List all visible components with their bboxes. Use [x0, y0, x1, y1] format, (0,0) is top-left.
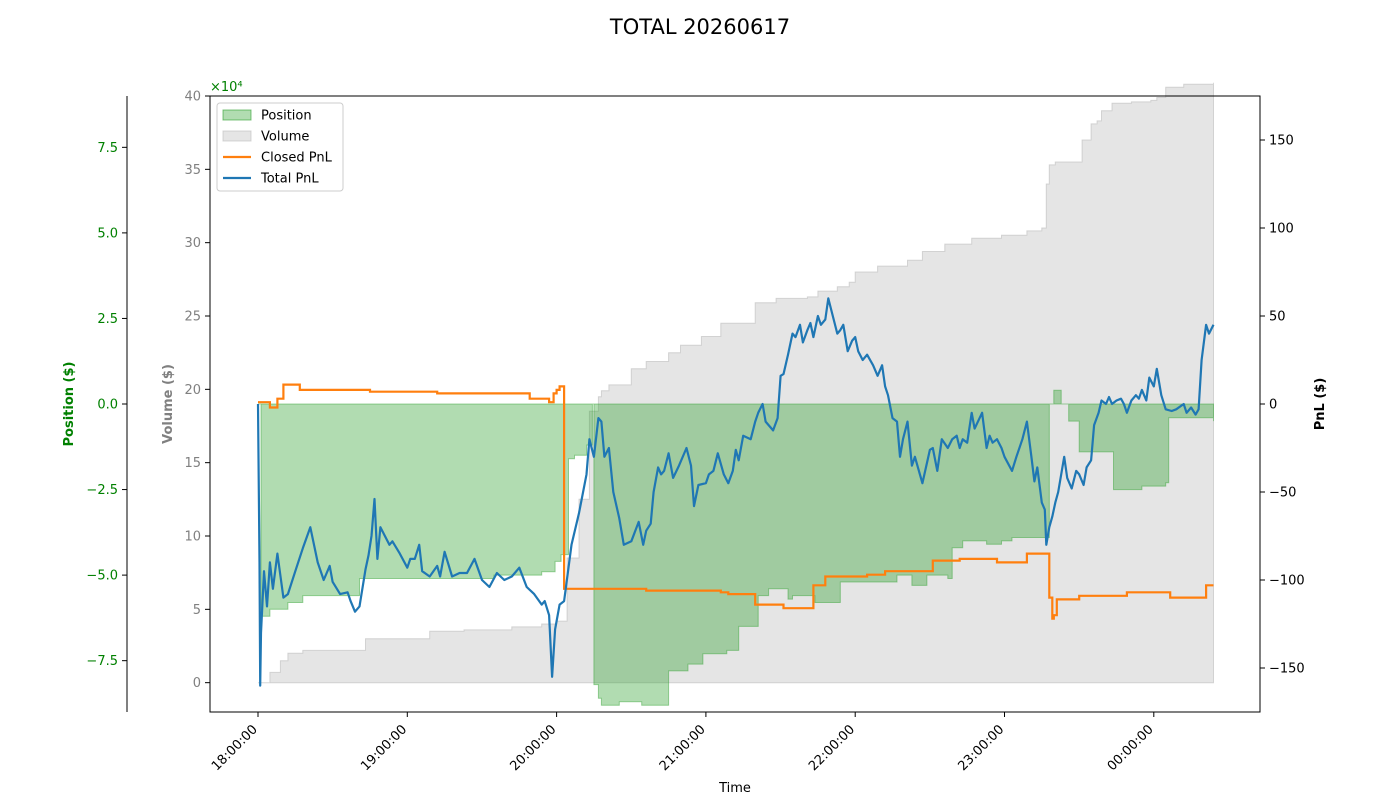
position-axis-label: Position ($): [62, 362, 77, 447]
legend-swatch-volume: [222, 130, 252, 142]
chart-title: TOTAL 20260617: [609, 15, 790, 39]
legend-label-volume: Volume: [261, 130, 309, 145]
volume-area: [258, 82, 1214, 684]
pnl-tick-label: −50: [1269, 486, 1296, 501]
closed-pnl-line: [258, 383, 1214, 620]
legend-swatch-position: [222, 109, 252, 121]
position-tick-label: 5.0: [97, 226, 118, 241]
pnl-tick-label: −100: [1269, 574, 1305, 589]
pnl-axis-label: PnL ($): [1313, 378, 1328, 431]
legend: Position Volume Closed PnL Total PnL: [216, 102, 344, 192]
volume-tick-label: 30: [184, 236, 201, 251]
position-tick-label: 2.5: [97, 312, 118, 327]
x-tick-label: 19:00:00: [358, 722, 410, 774]
legend-label-position: Position: [261, 109, 312, 124]
position-area: [258, 389, 1214, 706]
pnl-tick-label: 0: [1269, 398, 1277, 413]
position-axis-multiplier: ×10⁴: [210, 80, 243, 95]
position-tick-label: 7.5: [97, 141, 118, 156]
x-tick-label: 20:00:00: [508, 722, 560, 774]
volume-axis-label: Volume ($): [161, 364, 176, 444]
volume-tick-label: 15: [184, 456, 201, 471]
volume-tick-label: 35: [184, 163, 201, 178]
position-tick-label: −2.5: [86, 483, 118, 498]
position-tick-label: −7.5: [86, 654, 118, 669]
x-tick-label: 21:00:00: [657, 722, 709, 774]
pnl-tick-label: 50: [1269, 310, 1286, 325]
total-pnl-line: [256, 297, 1215, 687]
legend-label-total-pnl: Total PnL: [260, 172, 319, 187]
volume-tick-label: 20: [184, 383, 201, 398]
position-tick-label: 0.0: [97, 398, 118, 413]
legend-box: [216, 102, 344, 192]
pnl-tick-label: 150: [1269, 134, 1294, 149]
x-tick-label: 00:00:00: [1105, 722, 1157, 774]
volume-tick-label: 10: [184, 530, 201, 545]
x-axis-label: Time: [718, 781, 751, 796]
legend-label-closed-pnl: Closed PnL: [261, 151, 333, 166]
volume-tick-label: 5: [193, 603, 201, 618]
position-tick-label: −5.0: [86, 569, 118, 584]
x-tick-label: 22:00:00: [806, 722, 858, 774]
volume-tick-label: 25: [184, 310, 201, 325]
plot-area: [256, 82, 1215, 706]
volume-tick-label: 40: [184, 90, 201, 105]
x-tick-label: 23:00:00: [955, 722, 1007, 774]
pnl-tick-label: 100: [1269, 222, 1294, 237]
pnl-tick-label: −150: [1269, 662, 1305, 677]
volume-tick-label: 0: [193, 676, 201, 691]
x-tick-label: 18:00:00: [209, 722, 261, 774]
